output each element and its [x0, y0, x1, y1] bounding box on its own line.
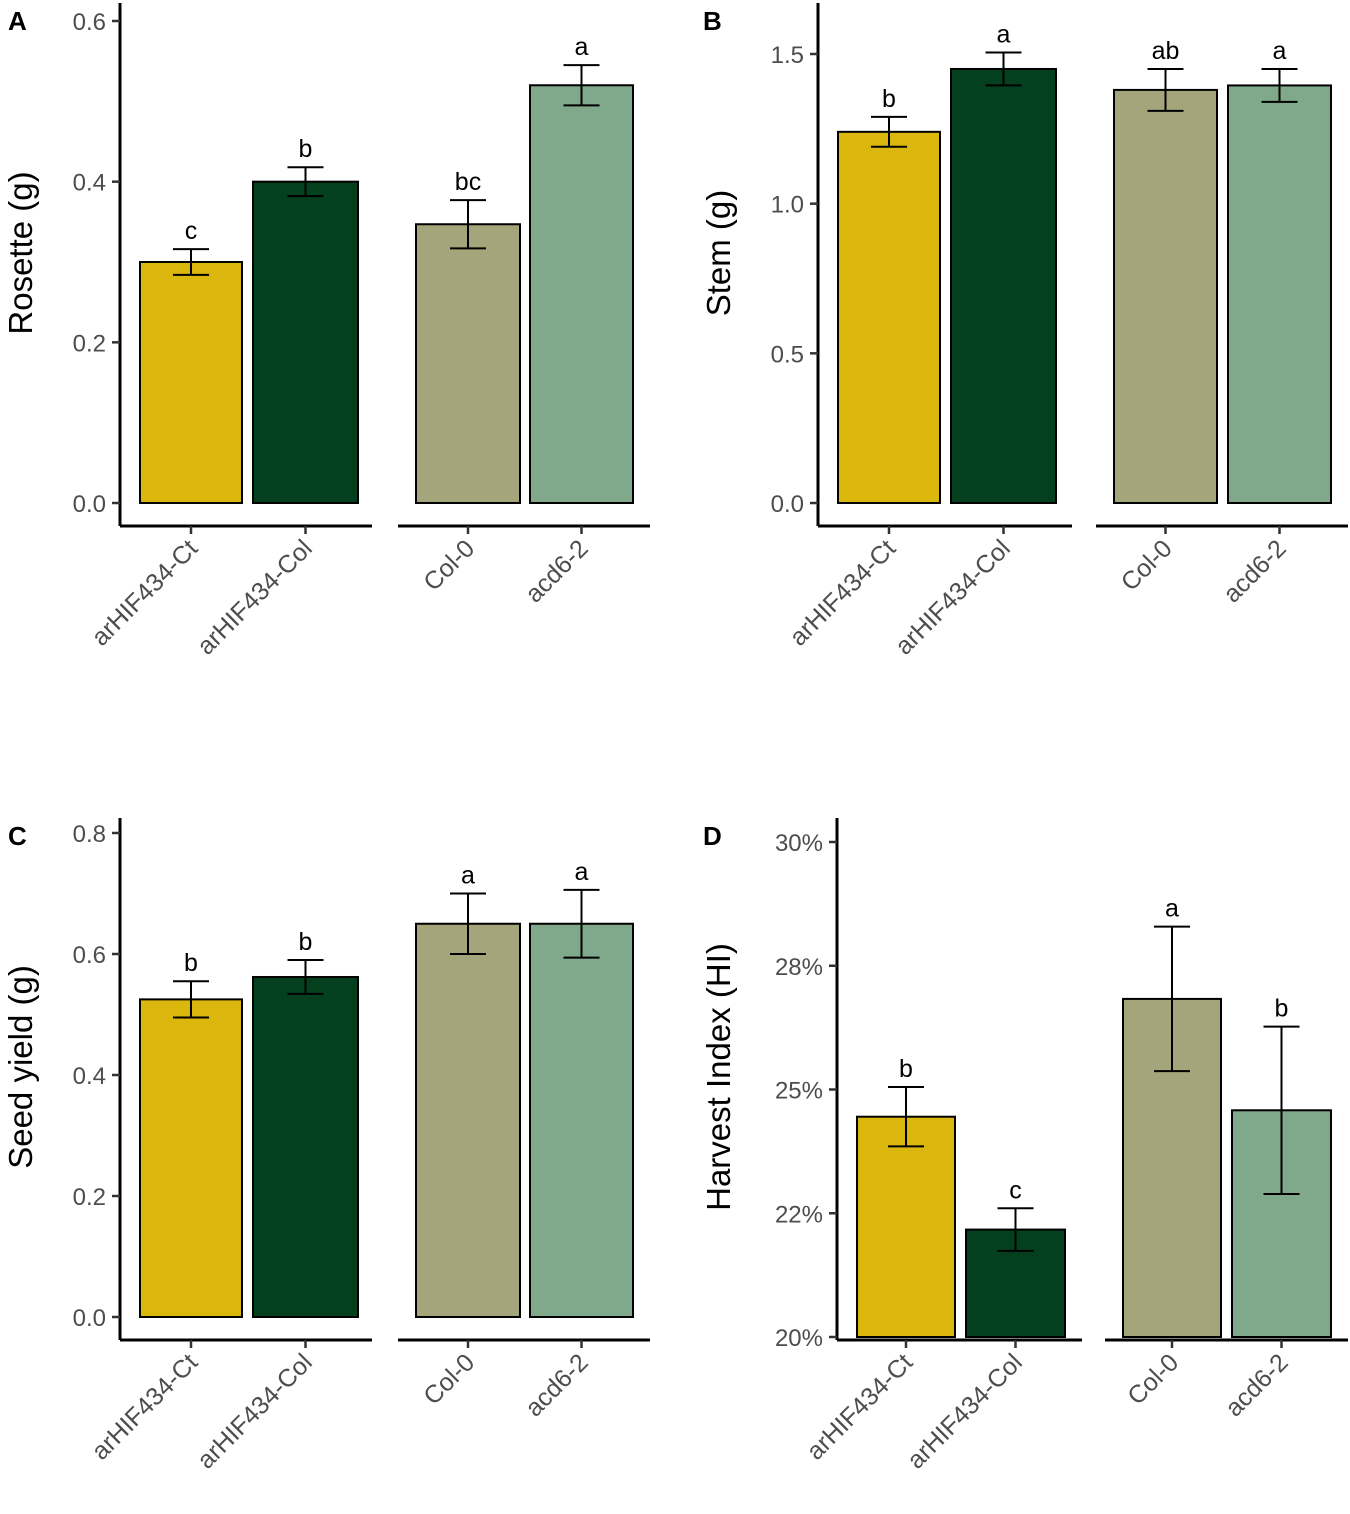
x-tick-label: arHIF434-Ct — [86, 1348, 203, 1465]
bar-arhif434-ct — [139, 998, 243, 1318]
x-tick-label: arHIF434-Col — [192, 534, 318, 660]
significance-letter: b — [1275, 995, 1289, 1023]
panel-c: C Seed yield (g) 0.0 0.2 0.4 0.6 0.8 b arHIF434-… — [2, 818, 650, 1474]
panel-a: A Rosette (g) 0.0 0.2 0.4 0.6 c arHIF434-Ct b arH… — [2, 3, 650, 660]
y-axis-label: Seed yield (g) — [2, 965, 39, 1169]
y-tick-label: 0.6 — [73, 942, 106, 969]
x-tick-label: Col-0 — [1122, 1348, 1184, 1410]
panel-letter: B — [703, 6, 722, 36]
significance-letter: bc — [455, 168, 481, 196]
y-tick-label: 0.4 — [73, 170, 106, 197]
significance-letter: b — [184, 949, 198, 977]
bar-arhif434-col — [252, 180, 359, 505]
bar-acd6-2 — [1231, 1109, 1332, 1339]
y-tick-label: 25% — [775, 1078, 823, 1105]
significance-letter: a — [1273, 37, 1287, 65]
significance-letter: b — [299, 135, 313, 163]
y-tick-label: 1.0 — [771, 192, 804, 219]
y-tick-label: 22% — [775, 1201, 823, 1228]
x-tick-label: arHIF434-Col — [902, 1348, 1028, 1474]
y-tick-label: 0.5 — [771, 341, 804, 368]
y-axis-label: Rosette (g) — [2, 171, 39, 334]
panel-b: B Stem (g) 0.0 0.5 1.0 1.5 b arHIF434-Ct a arHIF4… — [700, 3, 1348, 660]
x-tick-label: arHIF434-Ct — [784, 534, 901, 651]
panel-letter: A — [8, 6, 27, 36]
significance-letter: a — [1165, 895, 1179, 923]
significance-letter: c — [185, 217, 198, 245]
y-tick-label: 0.2 — [73, 1184, 106, 1211]
x-tick-label: arHIF434-Ct — [801, 1348, 918, 1465]
y-tick-label: 30% — [775, 830, 823, 857]
x-tick-label: arHIF434-Ct — [86, 534, 203, 651]
panel-letter: D — [703, 821, 722, 851]
y-tick-label: 0.8 — [73, 821, 106, 848]
bar-acd6-2 — [529, 922, 634, 1318]
panel-d: D Harvest Index (HI) 20% 22% 25% 28% 30% b arHIF… — [700, 818, 1348, 1474]
y-tick-label: 0.6 — [73, 9, 106, 36]
y-tick-label: 0.4 — [73, 1063, 106, 1090]
bar-col-0 — [1113, 88, 1218, 504]
y-tick-label: 20% — [775, 1325, 823, 1352]
x-tick-label: Col-0 — [1116, 534, 1178, 596]
x-tick-label: arHIF434-Col — [890, 534, 1016, 660]
x-tick-label: acd6-2 — [1218, 534, 1292, 608]
significance-letter: b — [299, 928, 313, 956]
significance-letter: a — [575, 858, 589, 886]
x-tick-label: acd6-2 — [520, 534, 594, 608]
bar-arhif434-ct — [837, 130, 941, 504]
bar-acd6-2 — [1227, 84, 1332, 505]
y-tick-label: 1.5 — [771, 42, 804, 69]
y-tick-label: 28% — [775, 954, 823, 981]
significance-letter: ab — [1152, 37, 1180, 65]
y-tick-label: 0.0 — [73, 1305, 106, 1332]
significance-letter: a — [461, 862, 475, 890]
significance-letter: a — [575, 33, 589, 61]
x-tick-label: Col-0 — [418, 534, 480, 596]
x-tick-label: acd6-2 — [1220, 1348, 1294, 1422]
panel-letter: C — [8, 821, 27, 851]
y-axis-label: Stem (g) — [700, 190, 737, 317]
x-tick-label: Col-0 — [418, 1348, 480, 1410]
y-tick-label: 0.2 — [73, 330, 106, 357]
significance-letter: b — [899, 1055, 913, 1083]
x-tick-label: arHIF434-Col — [192, 1348, 318, 1474]
y-axis-label: Harvest Index (HI) — [700, 943, 737, 1211]
bar-col-0 — [415, 922, 521, 1318]
y-tick-label: 0.0 — [73, 491, 106, 518]
y-tick-label: 0.0 — [771, 491, 804, 518]
bar-acd6-2 — [529, 84, 634, 505]
bar-col-0 — [415, 223, 521, 504]
bar-arhif434-ct — [856, 1115, 956, 1338]
bar-arhif434-col — [950, 67, 1057, 504]
bar-arhif434-col — [252, 975, 359, 1318]
significance-letter: a — [997, 21, 1011, 49]
bar-arhif434-ct — [139, 261, 243, 504]
x-tick-label: acd6-2 — [520, 1348, 594, 1422]
significance-letter: c — [1009, 1176, 1022, 1204]
significance-letter: b — [882, 85, 896, 113]
